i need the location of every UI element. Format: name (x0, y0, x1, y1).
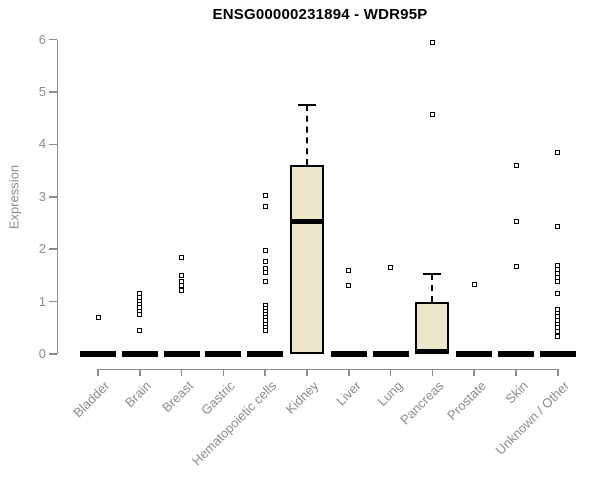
y-tick-label: 1 (38, 293, 46, 309)
outlier-point (346, 283, 352, 289)
y-tick (49, 91, 57, 93)
y-tick (49, 196, 57, 198)
x-tick-label: Pancreas (397, 378, 447, 428)
x-tick-label: Prostate (443, 378, 489, 423)
y-tick (49, 353, 57, 355)
outlier-point (262, 279, 268, 285)
collapsed-box (456, 351, 493, 357)
x-tick (473, 368, 475, 376)
outlier-point (262, 248, 268, 254)
y-tick-label: 0 (38, 346, 46, 361)
outlier-point (346, 268, 352, 274)
x-axis-line (98, 368, 558, 370)
outlier-point (555, 149, 561, 155)
x-tick-label: Liver (332, 378, 364, 409)
x-tick (557, 368, 559, 376)
box (290, 165, 324, 354)
x-tick (180, 368, 183, 376)
x-tick (431, 368, 434, 376)
outlier-point (513, 162, 519, 168)
x-tick (222, 368, 225, 376)
collapsed-box (205, 351, 242, 357)
outlier-point (555, 223, 561, 229)
x-tick-label: Lung (374, 378, 406, 410)
collapsed-box (247, 351, 284, 357)
x-tick-label: Skin (502, 378, 531, 407)
outlier-point (513, 219, 519, 225)
collapsed-box (539, 351, 576, 357)
y-tick-label: 2 (38, 241, 46, 257)
outlier-point (429, 111, 435, 117)
whisker-cap (423, 273, 442, 276)
outlier-point (555, 328, 561, 334)
x-tick (389, 368, 392, 376)
outlier-point (262, 259, 268, 265)
median-line (290, 219, 324, 225)
y-tick (49, 300, 57, 303)
y-axis-line (56, 39, 58, 354)
outlier-point (262, 269, 268, 275)
outlier-point (262, 327, 268, 333)
y-tick-label: 6 (38, 31, 46, 47)
y-tick (49, 248, 57, 250)
x-tick (306, 368, 308, 376)
x-tick (348, 368, 350, 376)
x-tick-label: Breast (159, 378, 197, 416)
collapsed-box (372, 351, 409, 357)
outlier-point (95, 314, 101, 320)
x-tick (97, 368, 99, 376)
x-tick-label: Brain (122, 378, 155, 411)
outlier-point (262, 203, 268, 209)
whisker-line (431, 274, 434, 302)
outlier-point (555, 278, 561, 284)
chart-title: ENSG00000231894 - WDR95P (212, 6, 428, 23)
box (415, 301, 450, 354)
outlier-point (388, 264, 394, 270)
y-tick-label: 3 (38, 188, 46, 204)
x-tick (264, 368, 266, 376)
x-tick-label: Bladder (70, 378, 113, 421)
x-tick-label: Unknown / Other (492, 378, 573, 458)
outlier-point (137, 311, 143, 317)
whisker-cap (298, 103, 316, 106)
outlier-point (179, 254, 185, 260)
outlier-point (179, 272, 185, 278)
collapsed-box (498, 351, 534, 357)
x-tick (515, 368, 517, 376)
y-tick (49, 143, 57, 146)
collapsed-box (121, 351, 158, 357)
x-tick (139, 368, 141, 376)
y-tick (49, 38, 57, 41)
collapsed-box (80, 351, 116, 357)
outlier-point (137, 327, 143, 333)
outlier-point (179, 287, 185, 293)
outlier-point (513, 263, 519, 269)
collapsed-box (330, 351, 367, 357)
collapsed-box (163, 351, 200, 357)
outlier-point (262, 193, 268, 199)
x-tick-label: Gastric (198, 378, 238, 418)
x-tick-label: Kidney (282, 378, 322, 417)
y-tick-label: 5 (38, 84, 46, 99)
outlier-point (429, 39, 435, 45)
outlier-point (555, 290, 561, 296)
whisker-line (306, 104, 308, 166)
outlier-point (471, 281, 477, 287)
median-line (415, 349, 450, 354)
outlier-point (555, 334, 561, 340)
y-tick-label: 4 (38, 136, 46, 152)
